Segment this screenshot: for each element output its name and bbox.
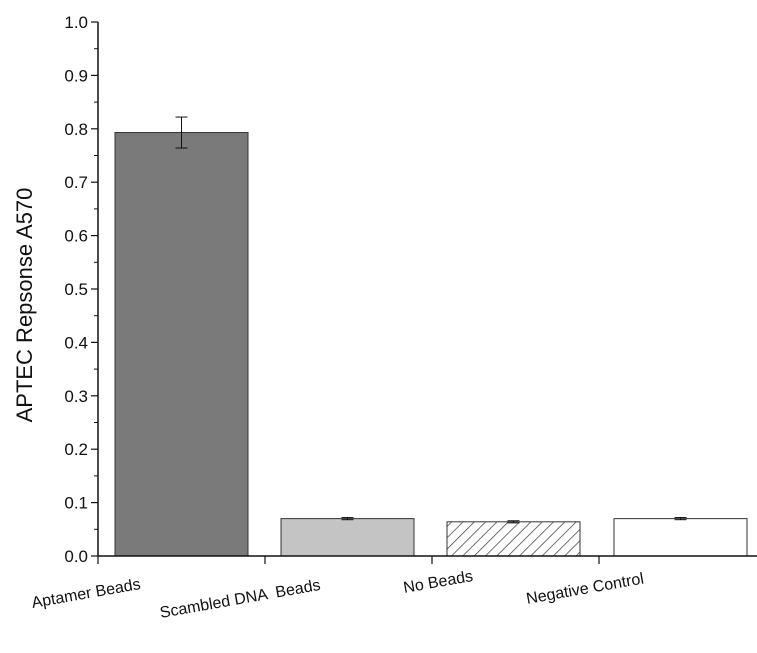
bars [114,132,748,557]
bar-1 [280,518,415,557]
x-category-label: Aptamer Beads [30,576,142,612]
error-bar-0 [175,116,188,149]
error-bar-1 [341,517,354,521]
x-category-labels: Aptamer Beads Scambled DNA Beads No Beads N… [30,568,645,622]
y-tick-label: 0.9 [64,66,88,85]
x-category-label: Negative Control [525,571,645,608]
y-tick-label: 0.4 [64,333,88,352]
bar-0 [114,132,249,557]
axes [91,21,757,564]
y-tick-label: 0.1 [64,494,88,513]
y-tick-label: 0.2 [64,440,88,459]
y-tick-label: 0.8 [64,120,88,139]
error-bar-2 [507,520,520,524]
error-bar-3 [674,517,687,521]
bar-3 [613,518,748,557]
x-category-label: Scambled DNA Beads [159,577,322,622]
bar-2 [446,521,581,557]
y-tick-label: 0.0 [64,547,88,566]
y-tick-label: 0.7 [64,173,88,192]
y-tick-label: 1.0 [64,13,88,32]
x-category-label: No Beads [402,568,474,597]
error-bars [175,116,687,524]
y-tick-label: 0.5 [64,280,88,299]
y-tick-label: 0.3 [64,387,88,406]
y-tick-labels: 0.0 0.1 0.2 0.3 0.4 0.5 0.6 0.7 0.8 0.9 1.0 [64,13,88,566]
y-tick-label: 0.6 [64,227,88,246]
y-axis-title: APTEC Repsonse A570 [12,188,37,423]
